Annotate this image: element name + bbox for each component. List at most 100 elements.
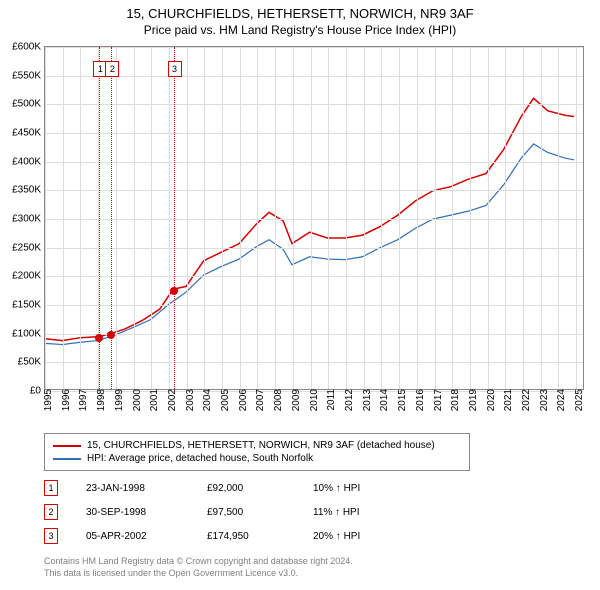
- y-tick-label: £100K: [12, 328, 45, 339]
- sale-point-marker: [107, 331, 115, 339]
- gridline-horizontal: [45, 334, 583, 335]
- x-tick-label: 2008: [271, 389, 284, 411]
- x-tick-label: 2016: [413, 389, 426, 411]
- y-tick-label: £600K: [12, 42, 45, 53]
- legend-swatch: [53, 445, 81, 447]
- gridline-vertical: [257, 47, 258, 389]
- gridline-horizontal: [45, 133, 583, 134]
- gridline-vertical: [116, 47, 117, 389]
- gridline-vertical: [240, 47, 241, 389]
- gridline-vertical: [151, 47, 152, 389]
- sale-point-marker: [170, 287, 178, 295]
- event-marker: 2: [105, 61, 119, 77]
- x-tick-label: 2015: [395, 389, 408, 411]
- transaction-row: 230-SEP-1998£97,50011% ↑ HPI: [44, 500, 360, 524]
- transaction-price: £92,000: [207, 483, 297, 494]
- legend-swatch: [53, 458, 81, 460]
- gridline-vertical: [328, 47, 329, 389]
- x-tick-label: 2005: [218, 389, 231, 411]
- y-tick-label: £50K: [18, 357, 45, 368]
- legend-label: 15, CHURCHFIELDS, HETHERSETT, NORWICH, N…: [87, 440, 435, 451]
- gridline-horizontal: [45, 47, 583, 48]
- gridline-vertical: [63, 47, 64, 389]
- gridline-vertical: [364, 47, 365, 389]
- gridline-vertical: [293, 47, 294, 389]
- gridline-vertical: [488, 47, 489, 389]
- x-tick-label: 2023: [537, 389, 550, 411]
- gridline-vertical: [505, 47, 506, 389]
- chart-title: 15, CHURCHFIELDS, HETHERSETT, NORWICH, N…: [0, 0, 600, 23]
- x-tick-label: 1995: [41, 389, 54, 411]
- gridline-vertical: [523, 47, 524, 389]
- gridline-vertical: [222, 47, 223, 389]
- x-tick-label: 2014: [377, 389, 390, 411]
- transaction-marker: 2: [44, 504, 58, 520]
- event-vertical-line: [174, 47, 175, 389]
- gridline-vertical: [558, 47, 559, 389]
- y-tick-label: £200K: [12, 271, 45, 282]
- x-tick-label: 2022: [519, 389, 532, 411]
- legend-label: HPI: Average price, detached house, Sout…: [87, 453, 313, 464]
- x-tick-label: 1996: [59, 389, 72, 411]
- transaction-delta: 10% ↑ HPI: [313, 483, 360, 494]
- x-tick-label: 2018: [448, 389, 461, 411]
- sale-point-marker: [95, 334, 103, 342]
- gridline-vertical: [399, 47, 400, 389]
- x-tick-label: 1998: [94, 389, 107, 411]
- x-tick-label: 2001: [147, 389, 160, 411]
- x-tick-label: 2017: [431, 389, 444, 411]
- transaction-marker: 3: [44, 528, 58, 544]
- x-tick-label: 2019: [466, 389, 479, 411]
- transactions-table: 1 23-JAN-1998 £92,000 10% ↑ HPI 230-SEP-1998…: [44, 476, 360, 548]
- gridline-horizontal: [45, 305, 583, 306]
- gridline-vertical: [187, 47, 188, 389]
- gridline-vertical: [576, 47, 577, 389]
- gridline-vertical: [169, 47, 170, 389]
- x-tick-label: 2003: [183, 389, 196, 411]
- chart-lines-svg: [45, 47, 583, 389]
- y-tick-label: £350K: [12, 185, 45, 196]
- transaction-row: 1 23-JAN-1998 £92,000 10% ↑ HPI: [44, 476, 360, 500]
- transaction-price: £97,500: [207, 507, 297, 518]
- x-tick-label: 2011: [324, 389, 337, 411]
- x-tick-label: 2013: [360, 389, 373, 411]
- gridline-vertical: [541, 47, 542, 389]
- y-tick-label: £450K: [12, 128, 45, 139]
- transaction-date: 05-APR-2002: [86, 531, 191, 542]
- gridline-vertical: [470, 47, 471, 389]
- x-tick-label: 2021: [501, 389, 514, 411]
- x-tick-label: 2004: [200, 389, 213, 411]
- footnote-line-2: This data is licensed under the Open Gov…: [44, 568, 353, 580]
- x-tick-label: 2025: [572, 389, 585, 411]
- gridline-horizontal: [45, 362, 583, 363]
- x-tick-label: 1997: [76, 389, 89, 411]
- x-tick-label: 2010: [307, 389, 320, 411]
- gridline-vertical: [204, 47, 205, 389]
- gridline-vertical: [435, 47, 436, 389]
- y-tick-label: £250K: [12, 242, 45, 253]
- x-tick-label: 2012: [342, 389, 355, 411]
- x-tick-label: 2006: [236, 389, 249, 411]
- gridline-horizontal: [45, 276, 583, 277]
- transaction-marker: 1: [44, 480, 58, 496]
- transaction-date: 23-JAN-1998: [86, 483, 191, 494]
- x-tick-label: 2020: [484, 389, 497, 411]
- gridline-vertical: [275, 47, 276, 389]
- legend: 15, CHURCHFIELDS, HETHERSETT, NORWICH, N…: [44, 433, 470, 471]
- legend-item: 15, CHURCHFIELDS, HETHERSETT, NORWICH, N…: [53, 439, 461, 452]
- chart-plot-area: £0£50K£100K£150K£200K£250K£300K£350K£400…: [44, 46, 584, 390]
- gridline-horizontal: [45, 104, 583, 105]
- gridline-horizontal: [45, 248, 583, 249]
- gridline-vertical: [80, 47, 81, 389]
- transaction-delta: 20% ↑ HPI: [313, 531, 360, 542]
- gridline-vertical: [346, 47, 347, 389]
- y-tick-label: £500K: [12, 99, 45, 110]
- gridline-horizontal: [45, 162, 583, 163]
- gridline-vertical: [45, 47, 46, 389]
- gridline-vertical: [311, 47, 312, 389]
- y-tick-label: £150K: [12, 300, 45, 311]
- x-tick-label: 1999: [112, 389, 125, 411]
- gridline-vertical: [452, 47, 453, 389]
- x-tick-label: 2000: [130, 389, 143, 411]
- gridline-horizontal: [45, 76, 583, 77]
